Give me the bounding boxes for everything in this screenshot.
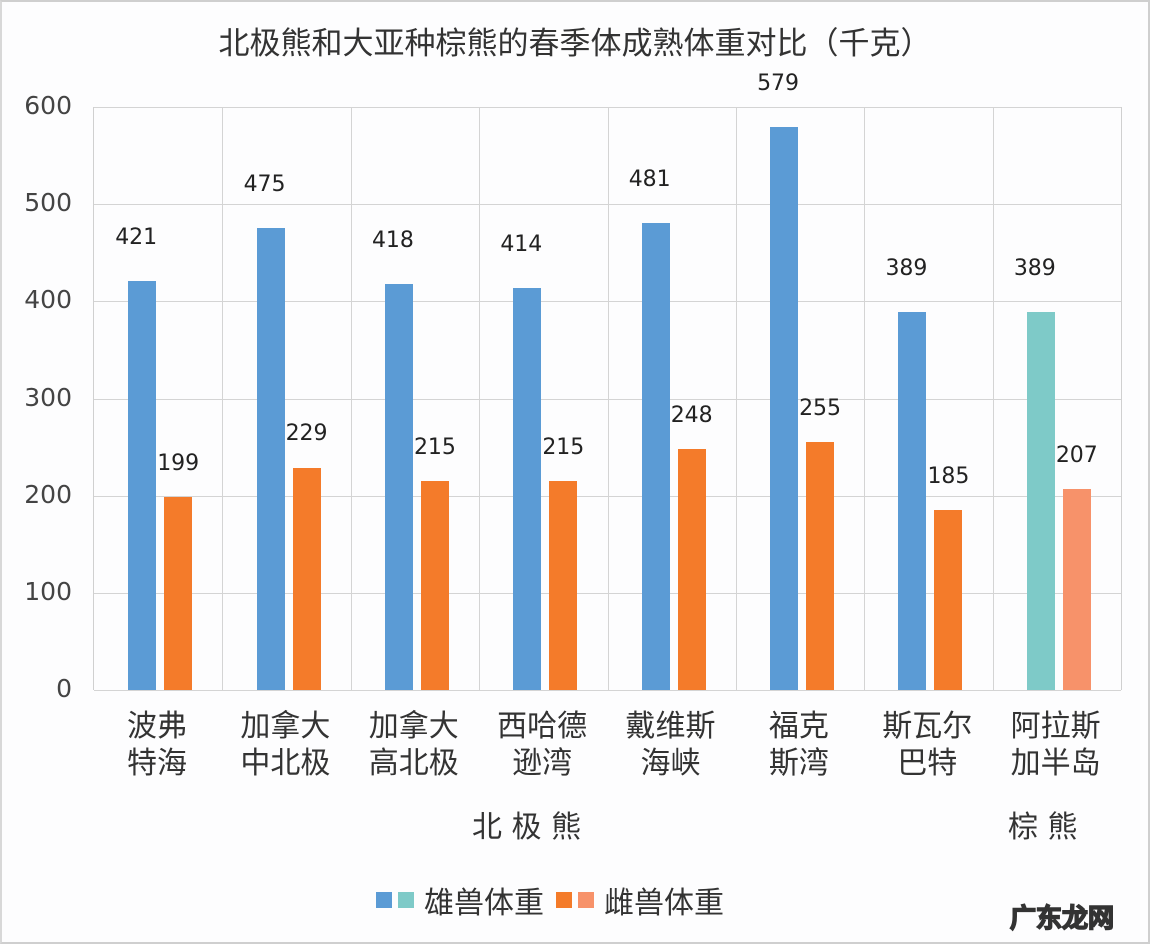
gridline-y-0: [94, 690, 1121, 691]
bar-female-1: [292, 467, 321, 690]
data-label: 248: [670, 403, 713, 429]
data-label: 215: [413, 435, 456, 461]
bar-female-5: [806, 442, 835, 690]
category-separator: [607, 107, 609, 690]
x-tick-label: 波弗 特海: [93, 708, 221, 782]
y-tick-label: 400: [24, 285, 72, 315]
data-label: 389: [885, 256, 928, 282]
bar-male-7: [1026, 312, 1055, 690]
bar-male-2: [384, 283, 413, 690]
legend-swatch-male-polar: [376, 892, 392, 908]
data-label: 229: [285, 421, 328, 447]
y-tick-label: 500: [24, 188, 72, 218]
data-label: 389: [1013, 256, 1056, 282]
x-tick-label-line: 中北极: [240, 746, 331, 781]
legend-swatch-female-polar: [556, 892, 572, 908]
x-tick-label-line: 加半岛: [1010, 746, 1101, 781]
category-separator: [735, 107, 737, 690]
bar-male-0: [128, 280, 157, 690]
bar-male-3: [513, 287, 542, 690]
data-label: 475: [243, 172, 286, 198]
legend: 雄兽体重 雌兽体重: [376, 878, 736, 922]
y-tick-label: 600: [24, 91, 72, 120]
x-tick-label-line: 加拿大: [368, 709, 459, 744]
x-tick-label-line: 斯瓦尔: [882, 709, 973, 744]
group-label-polar-bear: 北 极 熊: [472, 810, 582, 845]
data-label: 421: [115, 224, 158, 250]
bar-male-6: [898, 312, 927, 690]
bar-male-5: [770, 127, 799, 690]
data-label: 255: [799, 396, 842, 422]
group-label-brown-bear: 棕 熊: [1008, 810, 1078, 845]
category-separator: [479, 107, 481, 690]
x-tick-label: 加拿大 中北极: [221, 708, 349, 782]
bar-male-4: [641, 222, 670, 690]
x-tick-label-line: 戴维斯: [625, 709, 716, 744]
data-label: 414: [500, 231, 543, 257]
x-tick-label: 西哈德 逊湾: [478, 708, 606, 782]
x-tick-label: 斯瓦尔 巴特: [863, 708, 991, 782]
x-tick-label: 戴维斯 海峡: [607, 708, 735, 782]
data-label: 481: [628, 166, 671, 192]
x-tick-label-line: 海峡: [640, 746, 701, 781]
bar-female-3: [549, 481, 578, 690]
legend-label-female: 雌兽体重: [604, 886, 724, 921]
x-tick-label-line: 高北极: [368, 746, 459, 781]
x-tick-label-line: 阿拉斯: [1010, 709, 1101, 744]
bar-female-6: [934, 510, 963, 690]
y-tick-label: 300: [24, 382, 72, 412]
y-tick-label: 200: [24, 479, 72, 509]
bar-male-1: [256, 228, 285, 690]
legend-label-male: 雄兽体重: [424, 886, 544, 921]
y-tick-label: 0: [56, 674, 72, 703]
x-tick-label-line: 斯湾: [768, 746, 829, 781]
data-label: 207: [1055, 442, 1098, 468]
bar-female-2: [420, 481, 449, 690]
x-tick-label-line: 波弗: [127, 709, 187, 744]
category-separator: [992, 107, 994, 690]
x-tick-label-line: 西哈德: [497, 709, 588, 744]
x-tick-label-line: 福克: [768, 709, 829, 744]
x-tick-label-line: 特海: [127, 746, 187, 781]
legend-swatch-female-brown: [578, 892, 594, 908]
bar-female-7: [1062, 488, 1091, 690]
category-separator: [222, 107, 224, 690]
data-label: 418: [371, 227, 414, 253]
chart-title: 北极熊和大亚种棕熊的春季体成熟体重对比（千克）: [218, 26, 932, 62]
x-tick-label: 加拿大 高北极: [350, 708, 478, 782]
plot-area: 421 199 475 229 418 215 414 215 481 248 579 255 389 1…: [93, 71, 1122, 691]
bar-female-0: [164, 496, 193, 690]
x-tick-label: 阿拉斯 加半岛: [992, 708, 1120, 782]
data-label: 215: [542, 435, 585, 461]
watermark: 广东龙网: [1009, 903, 1115, 935]
data-label: 199: [157, 450, 200, 476]
bar-female-4: [677, 449, 706, 690]
x-tick-label: 福克 斯湾: [735, 708, 863, 782]
category-separator: [864, 107, 866, 690]
x-tick-label-line: 加拿大: [240, 709, 331, 744]
legend-swatch-male-brown: [398, 892, 414, 908]
data-label: 185: [927, 464, 970, 490]
y-tick-label: 100: [24, 576, 72, 606]
data-label: 579: [757, 71, 800, 97]
category-separator: [350, 107, 352, 690]
x-tick-label-line: 巴特: [897, 746, 958, 781]
x-tick-label-line: 逊湾: [512, 746, 573, 781]
